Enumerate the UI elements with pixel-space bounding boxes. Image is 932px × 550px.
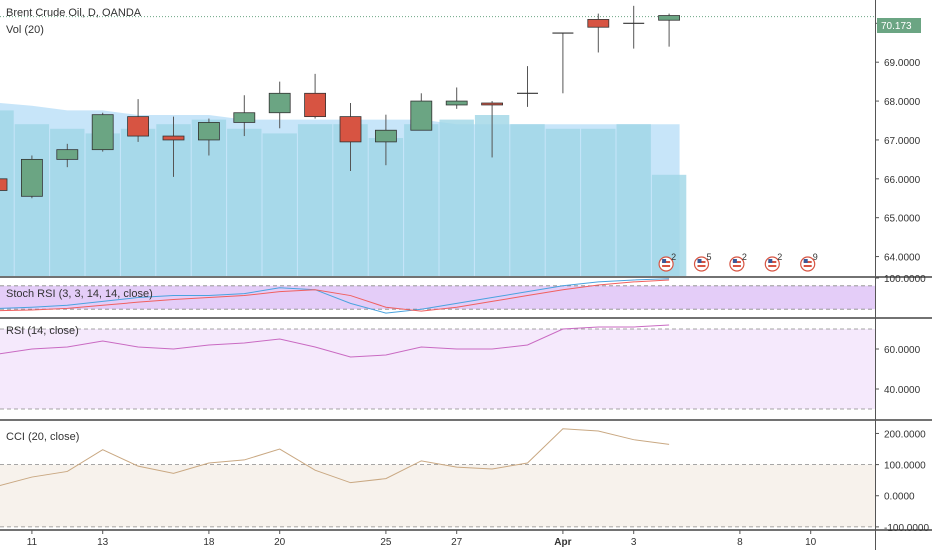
volume-bar bbox=[262, 133, 297, 276]
rsi-tick-label: 60.0000 bbox=[884, 345, 921, 356]
candle-body bbox=[481, 102, 504, 106]
price-tick-label: 67.0000 bbox=[884, 136, 921, 147]
flag-canton bbox=[768, 259, 773, 263]
time-tick-label: 25 bbox=[380, 537, 392, 548]
time-tick-label: 11 bbox=[27, 537, 38, 548]
time-tick-label: 10 bbox=[805, 537, 817, 548]
candle-body bbox=[587, 19, 610, 28]
event-count-label: 2 bbox=[671, 252, 676, 262]
candle-body bbox=[127, 116, 149, 137]
candle-body bbox=[410, 100, 433, 131]
stoch-band-fill bbox=[0, 285, 875, 310]
stoch-series-line-0 bbox=[0, 278, 670, 314]
candle-body bbox=[162, 135, 185, 141]
last-price-tag: 70.173 bbox=[877, 18, 921, 33]
candles-layer bbox=[0, 5, 875, 199]
event-badge[interactable]: 2 bbox=[764, 252, 782, 272]
volume-bar bbox=[0, 110, 14, 277]
event-badge[interactable]: 2 bbox=[729, 252, 747, 272]
volume-bar bbox=[14, 124, 50, 276]
volume-bar bbox=[297, 124, 333, 276]
indicator-layer bbox=[0, 278, 875, 528]
flag-stripe bbox=[662, 265, 671, 267]
volume-bar bbox=[85, 133, 120, 276]
candle-body bbox=[374, 129, 397, 143]
rsi-series-line-0 bbox=[0, 324, 670, 358]
cci-tick-label: -100.0000 bbox=[884, 523, 929, 534]
event-count-label: 2 bbox=[742, 252, 747, 262]
candle-body bbox=[304, 92, 327, 118]
main-chart-title[interactable]: Brent Crude Oil, D, OANDA bbox=[6, 7, 142, 19]
time-tick-label: 13 bbox=[97, 537, 109, 548]
candle-body bbox=[233, 112, 256, 123]
candle-body bbox=[658, 15, 680, 21]
flag-canton bbox=[662, 259, 667, 263]
volume-bar bbox=[581, 128, 616, 276]
volume-bar bbox=[120, 128, 156, 276]
time-tick-label: 27 bbox=[451, 537, 463, 548]
event-badge[interactable]: 2 bbox=[658, 252, 676, 272]
candle-body bbox=[91, 114, 114, 151]
flag-stripe bbox=[803, 265, 812, 267]
stoch-tick-label: 100.0000 bbox=[884, 274, 926, 285]
flag-canton bbox=[697, 259, 702, 263]
cci-tick-label: 100.0000 bbox=[884, 461, 926, 472]
event-badge[interactable]: 9 bbox=[800, 252, 818, 272]
cci-tick-label: 0.0000 bbox=[884, 492, 915, 503]
candle-body bbox=[20, 158, 43, 197]
volume-bar bbox=[545, 128, 581, 276]
flag-stripe bbox=[732, 265, 741, 267]
price-tick-label: 68.0000 bbox=[884, 97, 921, 108]
candle-body bbox=[56, 149, 79, 160]
price-tick-label: 64.0000 bbox=[884, 253, 921, 264]
time-tick-label: 20 bbox=[274, 537, 286, 548]
price-tick-label: 69.0000 bbox=[884, 58, 921, 69]
time-tick-label: 18 bbox=[203, 537, 215, 548]
volume-bar bbox=[439, 119, 474, 276]
volume-bar bbox=[510, 124, 545, 276]
time-tick-label: 8 bbox=[737, 537, 743, 548]
event-badge[interactable]: 5 bbox=[693, 252, 712, 272]
volume-bar bbox=[616, 124, 651, 276]
volume-layer bbox=[0, 103, 687, 277]
flag-canton bbox=[803, 259, 808, 263]
volume-title[interactable]: Vol (20) bbox=[6, 24, 44, 36]
volume-bar bbox=[404, 124, 439, 276]
flag-canton bbox=[732, 259, 737, 263]
price-tick-label: 65.0000 bbox=[884, 214, 921, 225]
time-tick-label: 3 bbox=[631, 537, 637, 548]
events-layer: 2 5 2 2 9 bbox=[658, 252, 818, 272]
rsi-title[interactable]: RSI (14, close) bbox=[6, 325, 79, 337]
stoch-series-line-1 bbox=[0, 279, 670, 312]
stoch-rsi-title[interactable]: Stoch RSI (3, 3, 14, 14, close) bbox=[6, 288, 153, 300]
event-count-label: 5 bbox=[707, 252, 712, 262]
rsi-band-fill bbox=[0, 329, 875, 409]
candle-body bbox=[0, 178, 8, 191]
flag-stripe bbox=[768, 265, 777, 267]
cci-tick-label: 200.0000 bbox=[884, 429, 926, 440]
event-count-label: 9 bbox=[813, 252, 818, 262]
candle-body bbox=[197, 122, 220, 141]
time-tick-label: Apr bbox=[554, 537, 571, 548]
volume-bar bbox=[227, 128, 262, 276]
flag-stripe bbox=[697, 265, 706, 267]
rsi-tick-label: 40.0000 bbox=[884, 385, 921, 396]
candle-body bbox=[339, 116, 362, 143]
cci-series-line-0 bbox=[0, 428, 670, 486]
cci-title[interactable]: CCI (20, close) bbox=[6, 431, 79, 443]
candle-body bbox=[445, 100, 468, 106]
candle-body bbox=[268, 92, 291, 114]
event-count-label: 2 bbox=[777, 252, 782, 262]
price-tick-label: 66.0000 bbox=[884, 175, 921, 186]
last-price-label: 70.173 bbox=[881, 21, 912, 32]
cci-band-fill bbox=[0, 464, 875, 527]
